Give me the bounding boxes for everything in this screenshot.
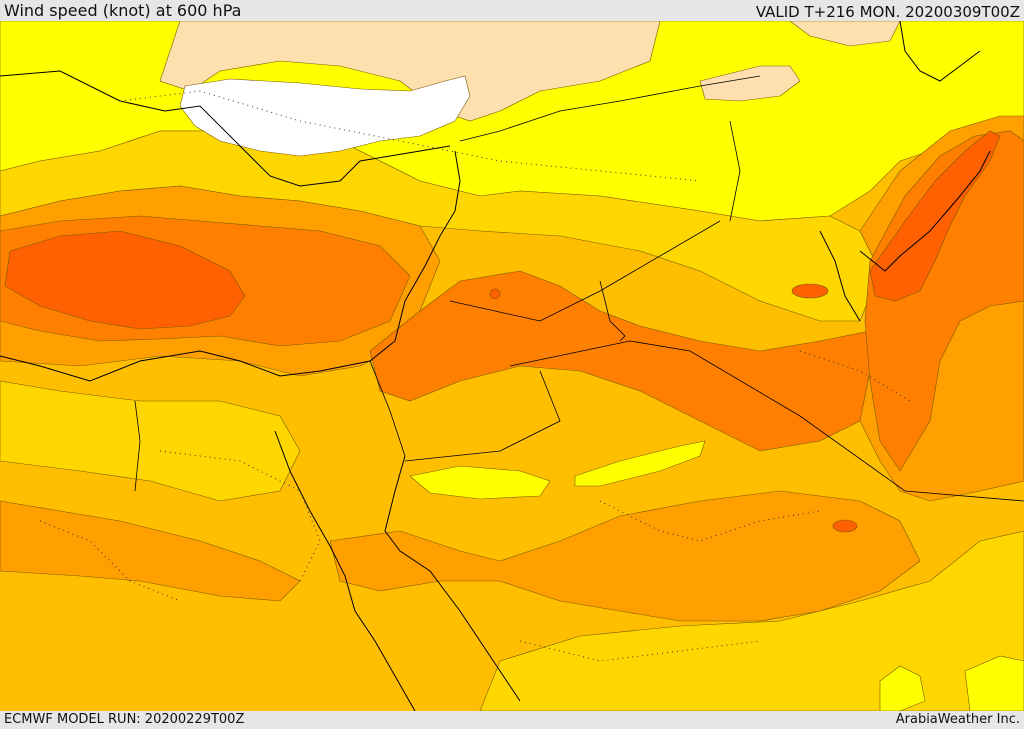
field-white xyxy=(179,75,471,157)
footer-bar: ECMWF MODEL RUN: 20200229T00Z ArabiaWeat… xyxy=(0,711,1024,729)
field-patch-2 xyxy=(832,519,858,533)
coastline-gulf-2 xyxy=(819,230,861,322)
credit-text: ArabiaWeather Inc. xyxy=(895,712,1020,727)
border-turkey-syria xyxy=(459,75,761,142)
header-bar: Wind speed (knot) at 600 hPa VALID T+216… xyxy=(0,0,1024,21)
field-dark-orange-east xyxy=(864,130,1024,472)
field-yellow-streak xyxy=(409,465,551,500)
field-patch-1 xyxy=(791,283,829,299)
coastline-red-sea-east xyxy=(384,455,521,702)
border-saudi-iraq xyxy=(509,340,1024,502)
coastline-persian-gulf xyxy=(859,150,991,272)
field-yellow-streak-2 xyxy=(574,440,706,487)
field-red-orange-east xyxy=(869,130,1001,302)
valid-time: VALID T+216 MON. 20200309T00Z xyxy=(755,3,1020,21)
field-peach-ne xyxy=(789,21,901,47)
field-red-orange-west xyxy=(4,230,246,330)
field-peach-east xyxy=(699,65,801,102)
map-title: Wind speed (knot) at 600 hPa xyxy=(4,1,242,20)
field-orange-south xyxy=(329,490,921,622)
dotted-contour-1 xyxy=(119,90,701,182)
field-orange-southwest xyxy=(0,500,301,602)
border-sinai xyxy=(369,360,406,457)
field-yellow-southeast xyxy=(879,665,926,711)
border-saudi-jordan xyxy=(449,220,721,322)
coastline-egypt-levant xyxy=(0,150,461,382)
wind-speed-map[interactable] xyxy=(0,21,1024,711)
field-patch-3 xyxy=(489,288,501,300)
field-gold-south xyxy=(479,530,1024,711)
model-run: ECMWF MODEL RUN: 20200229T00Z xyxy=(4,712,245,727)
border-saudi-egypt-line xyxy=(404,370,561,462)
coastline-turkey xyxy=(0,70,451,187)
border-egypt-libya xyxy=(134,400,141,492)
field-yellow-southeast-2 xyxy=(964,655,1024,711)
coastline-caspian xyxy=(899,21,981,82)
border-iraq-syria xyxy=(599,280,626,342)
border-iraq-iran xyxy=(729,120,741,222)
coastline-red-sea xyxy=(274,430,416,711)
